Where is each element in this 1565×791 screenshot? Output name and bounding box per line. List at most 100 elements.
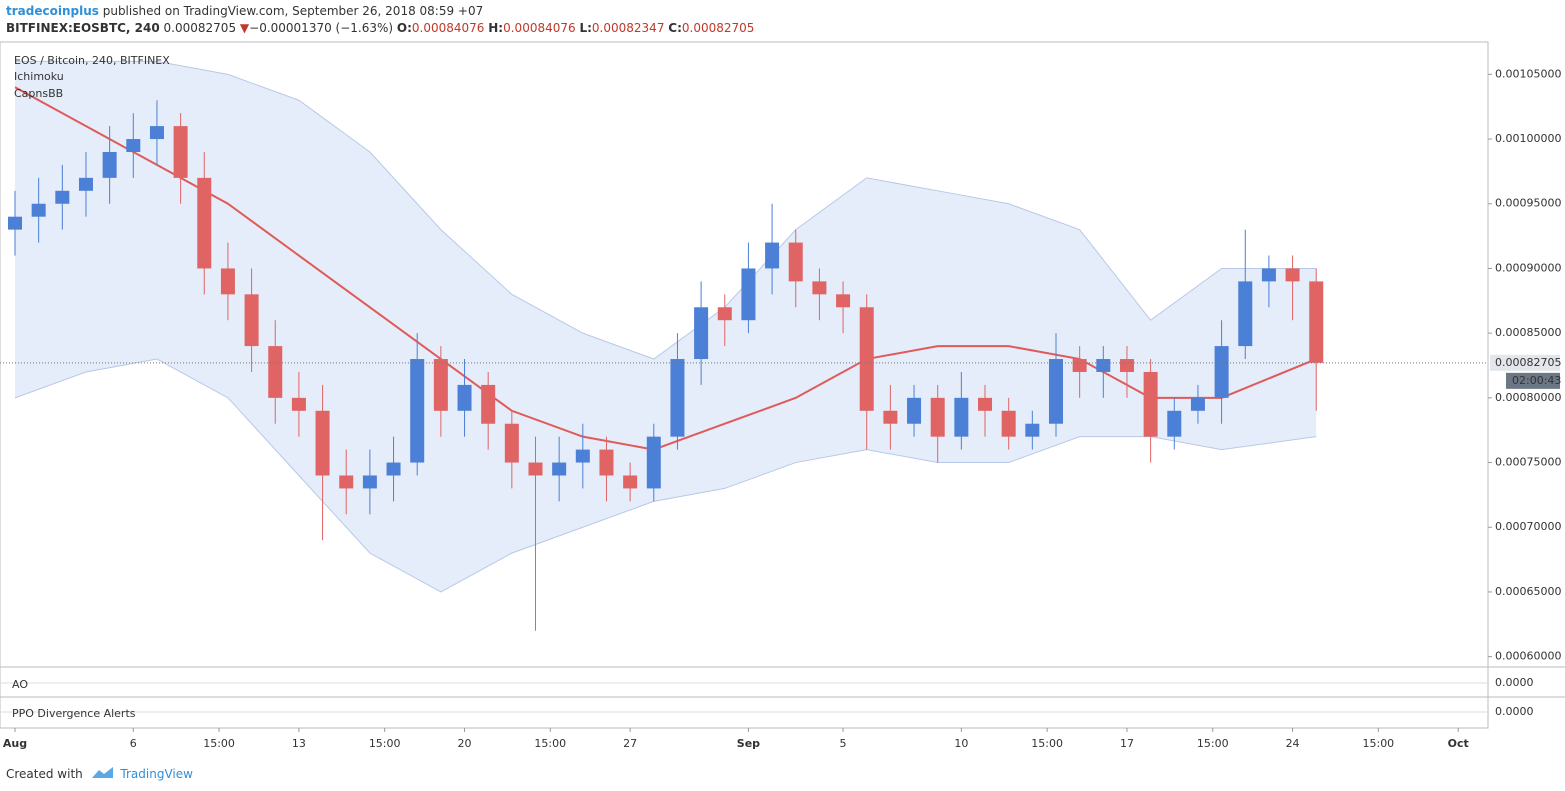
x-tick-label: 17 <box>1120 737 1134 750</box>
o-label: O: <box>396 21 412 35</box>
candle-body <box>504 423 519 463</box>
candle-body <box>1143 371 1158 437</box>
l-label: L: <box>579 21 592 35</box>
x-tick-label: 5 <box>840 737 847 750</box>
candle-body <box>954 397 969 437</box>
candle-body <box>197 177 212 269</box>
countdown-tag <box>1506 372 1560 389</box>
candle-body <box>623 475 638 489</box>
y-tick-label: 0.00090000 <box>1495 261 1561 274</box>
y-tick-label: 0.00105000 <box>1495 67 1561 80</box>
candle-body <box>694 307 709 360</box>
candle-body <box>433 359 448 411</box>
h-label: H: <box>488 21 504 35</box>
plot <box>7 60 1324 631</box>
publish-line: tradecoinplus published on TradingView.c… <box>6 3 754 20</box>
chart: EOS / Bitcoin, 240, BITFINEX Ichimoku Ca… <box>0 41 1565 750</box>
candle-body <box>765 242 780 269</box>
candle-body <box>575 449 590 463</box>
candle-body <box>102 151 117 178</box>
legend-series: EOS / Bitcoin, 240, BITFINEX <box>14 54 170 67</box>
logo-shape <box>91 767 113 778</box>
quote-line: BITFINEX:EOSBTC, 240 0.00082705 ▼−0.0000… <box>6 20 754 37</box>
candle-body <box>386 462 401 476</box>
brand[interactable]: TradingView <box>120 767 193 781</box>
candle-body <box>78 177 93 191</box>
x-tick-label: 27 <box>623 737 637 750</box>
x-tick-label: Sep <box>737 737 760 750</box>
candle-body <box>126 139 141 152</box>
candle-body <box>812 281 827 295</box>
candle-body <box>1096 359 1111 372</box>
candle-body <box>410 359 425 463</box>
l: 0.00082347 <box>591 21 665 35</box>
band-fill <box>14 61 1317 592</box>
candle-body <box>717 307 732 321</box>
y-tick-label: 0.00100000 <box>1495 132 1561 145</box>
candle-body <box>528 462 543 476</box>
change: −0.00001370 (−1.63%) <box>249 21 394 35</box>
candle-body <box>859 307 874 411</box>
arrow: ▼ <box>239 21 250 35</box>
candle-body <box>930 397 945 437</box>
published: published on TradingView.com, September … <box>102 4 484 18</box>
candle-body <box>1238 281 1253 347</box>
x-tick-label: 15:00 <box>1197 737 1229 750</box>
candle-body <box>457 384 472 411</box>
candle-body <box>788 242 803 282</box>
price-tag <box>1490 354 1560 371</box>
candle-body <box>291 397 306 411</box>
candle-body <box>1119 359 1134 372</box>
candle-body <box>1309 281 1324 363</box>
price-tag-label: 0.00082705 <box>1495 356 1561 369</box>
c: 0.00082705 <box>681 21 755 35</box>
x-tick-label: 24 <box>1286 737 1300 750</box>
x-tick-label: Oct <box>1448 737 1469 750</box>
candle-body <box>481 384 496 424</box>
candle-body <box>1048 359 1063 424</box>
y-tick-label: 0.00080000 <box>1495 391 1561 404</box>
x-tick-label: 15:00 <box>369 737 401 750</box>
footer: Created with TradingView <box>6 764 193 781</box>
x-tick-label: 15:00 <box>534 737 566 750</box>
x-tick-label: 15:00 <box>203 737 235 750</box>
candle-body <box>244 294 259 347</box>
y-tick-label: 0.00075000 <box>1495 456 1561 469</box>
x-tick-label: 6 <box>130 737 137 750</box>
candle-body <box>741 268 756 321</box>
candle-body <box>978 397 993 411</box>
logo <box>91 767 113 778</box>
candle-body <box>315 410 330 476</box>
pane-tick-label: 0.0000 <box>1495 705 1534 718</box>
candle-body <box>55 190 70 204</box>
x-tick-label: 15:00 <box>1031 737 1063 750</box>
candle-body <box>883 410 898 424</box>
candle-body <box>149 126 164 140</box>
candle-body <box>362 475 377 489</box>
x-tick-label: Aug <box>3 737 27 750</box>
candle-body <box>173 126 188 178</box>
band-upper <box>14 60 1317 360</box>
y-tick-label: 0.00085000 <box>1495 326 1561 339</box>
candle-body <box>907 397 922 424</box>
x-tick-label: 10 <box>954 737 968 750</box>
h: 0.00084076 <box>503 21 576 35</box>
candle-body <box>1072 359 1087 372</box>
candle-body <box>670 359 685 437</box>
symbol: BITFINEX:EOSBTC, 240 <box>6 21 160 35</box>
header: tradecoinplus published on TradingView.c… <box>6 3 754 37</box>
candle-body <box>836 294 851 308</box>
pane-tick-label: 0.0000 <box>1495 676 1534 689</box>
x-tick-label: 15:00 <box>1362 737 1394 750</box>
candle-body <box>599 449 614 476</box>
username[interactable]: tradecoinplus <box>6 4 99 18</box>
candle-body <box>1001 410 1016 437</box>
o: 0.00084076 <box>411 21 485 35</box>
c-label: C: <box>668 21 682 35</box>
candle-body <box>268 346 283 398</box>
candle-body <box>339 475 354 489</box>
candle-body <box>646 436 661 489</box>
band-lower <box>14 358 1317 593</box>
created-with: Created with <box>6 767 83 781</box>
